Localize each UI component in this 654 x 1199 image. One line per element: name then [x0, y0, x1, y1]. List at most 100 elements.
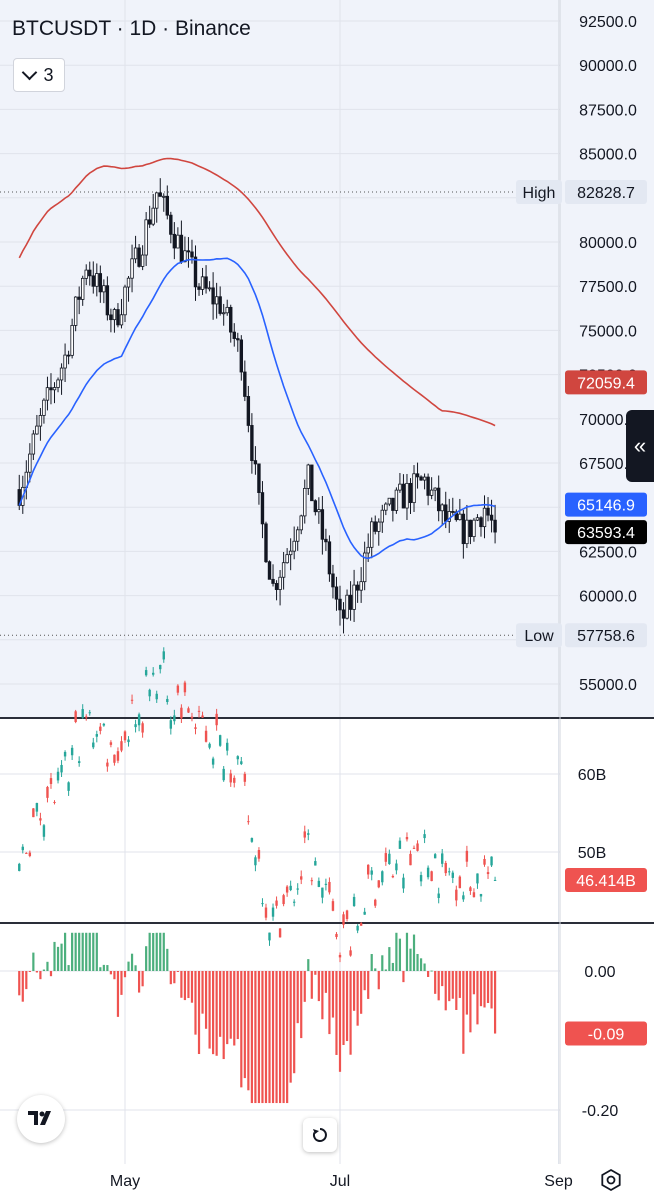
tradingview-logo-button[interactable]: [17, 1095, 65, 1143]
oscillator-tick-label: -0.20: [582, 1103, 619, 1120]
price-tick-label: 77500.0: [579, 279, 637, 296]
oscillator-bar: [152, 932, 155, 971]
oscillator-bar: [268, 971, 271, 1104]
oscillator-bar: [208, 971, 211, 1049]
candle-body: [45, 387, 50, 401]
oscillator-bar: [201, 971, 204, 1014]
candle-body: [362, 552, 367, 583]
side-panel-toggle[interactable]: «: [626, 410, 654, 482]
oscillator-bar: [194, 971, 197, 1035]
candle-body: [384, 503, 388, 511]
volume-body: [70, 747, 74, 756]
candle-body: [91, 275, 95, 287]
candle-body: [370, 521, 374, 548]
volume-body: [433, 854, 437, 859]
volume-body: [476, 873, 479, 884]
volume-body: [233, 777, 236, 783]
volume-body: [226, 742, 229, 751]
volume-body: [374, 899, 377, 906]
candle-body: [253, 460, 258, 465]
volume-body: [352, 896, 356, 906]
oscillator-bar: [39, 971, 42, 980]
candle-body: [229, 306, 233, 333]
volume-body: [21, 846, 24, 851]
volume-body: [141, 723, 144, 733]
oscillator-last-label: -0.09: [588, 1027, 625, 1044]
volume-body: [430, 871, 433, 882]
candle-body: [130, 258, 134, 279]
oscillator-bar: [88, 932, 91, 971]
volume-body: [335, 933, 338, 938]
reset-chart-button[interactable]: [303, 1118, 337, 1152]
candle-body: [225, 306, 229, 314]
candle-body: [391, 497, 395, 511]
oscillator-bar: [451, 971, 454, 999]
volume-body: [296, 888, 299, 890]
oscillator-bar: [102, 964, 105, 971]
candle-body: [193, 256, 198, 288]
candle-body: [109, 314, 113, 321]
settings-button[interactable]: [598, 1167, 624, 1193]
price-tick-label: 55000.0: [579, 677, 637, 694]
candle-body: [133, 247, 138, 260]
volume-body: [229, 773, 232, 783]
volume-body: [328, 881, 331, 893]
volume-body: [321, 887, 324, 898]
volume-body: [490, 856, 493, 866]
oscillator-bar: [395, 932, 398, 971]
oscillator-bar: [342, 971, 345, 1046]
volume-body: [441, 853, 444, 864]
oscillator-bar: [116, 971, 120, 1017]
oscillator-bar: [462, 971, 465, 1054]
volume-body: [25, 852, 28, 854]
candle-body: [486, 507, 490, 516]
oscillator-bar: [197, 971, 201, 1055]
oscillator-bar: [314, 971, 317, 975]
oscillator-bar: [250, 971, 253, 1104]
oscillator-bar: [49, 971, 53, 977]
extreme-tag-label: Low: [524, 628, 554, 645]
volume-body: [116, 751, 120, 761]
volume-body: [261, 903, 264, 905]
volume-body: [190, 716, 194, 719]
oscillator-bar: [106, 965, 109, 971]
volume-body: [18, 863, 21, 871]
time-tick-label: May: [110, 1173, 140, 1190]
extreme-tag-box: [516, 179, 562, 204]
oscillator-bar: [32, 952, 35, 971]
volume-body: [426, 867, 430, 878]
candle-body: [489, 514, 494, 521]
chevron-down-icon: [22, 64, 38, 80]
oscillator-bar: [173, 971, 176, 984]
candle-body: [207, 287, 212, 290]
ma-long-value-label-box: [565, 370, 647, 395]
oscillator-bar: [338, 971, 342, 1072]
volume-body: [204, 730, 208, 742]
candle-body: [172, 233, 177, 249]
volume-body: [409, 853, 412, 866]
candle-body: [119, 314, 124, 326]
candle-body: [359, 581, 363, 591]
oscillator-bar: [490, 971, 493, 1009]
candle-body: [144, 219, 148, 256]
volume-body: [310, 880, 314, 882]
volume-body: [395, 863, 398, 871]
volume-body: [243, 773, 247, 782]
volume-body: [123, 731, 127, 741]
volume-body: [56, 771, 60, 781]
oscillator-bar: [493, 971, 497, 1034]
oscillator-bar: [148, 932, 151, 971]
indicators-toggle-button[interactable]: 3: [13, 58, 65, 92]
volume-body: [240, 761, 243, 765]
candle-body: [140, 254, 145, 267]
candle-body: [162, 195, 166, 198]
double-chevron-left-icon: «: [633, 433, 647, 458]
oscillator-bar: [391, 962, 394, 971]
oscillator-bar: [236, 971, 239, 1040]
candle-body: [38, 415, 43, 427]
oscillator-bar: [120, 971, 123, 995]
oscillator-bar: [349, 971, 352, 1055]
volume-body: [180, 707, 183, 719]
symbol-title[interactable]: BTCUSDT · 1D · Binance: [12, 17, 251, 40]
